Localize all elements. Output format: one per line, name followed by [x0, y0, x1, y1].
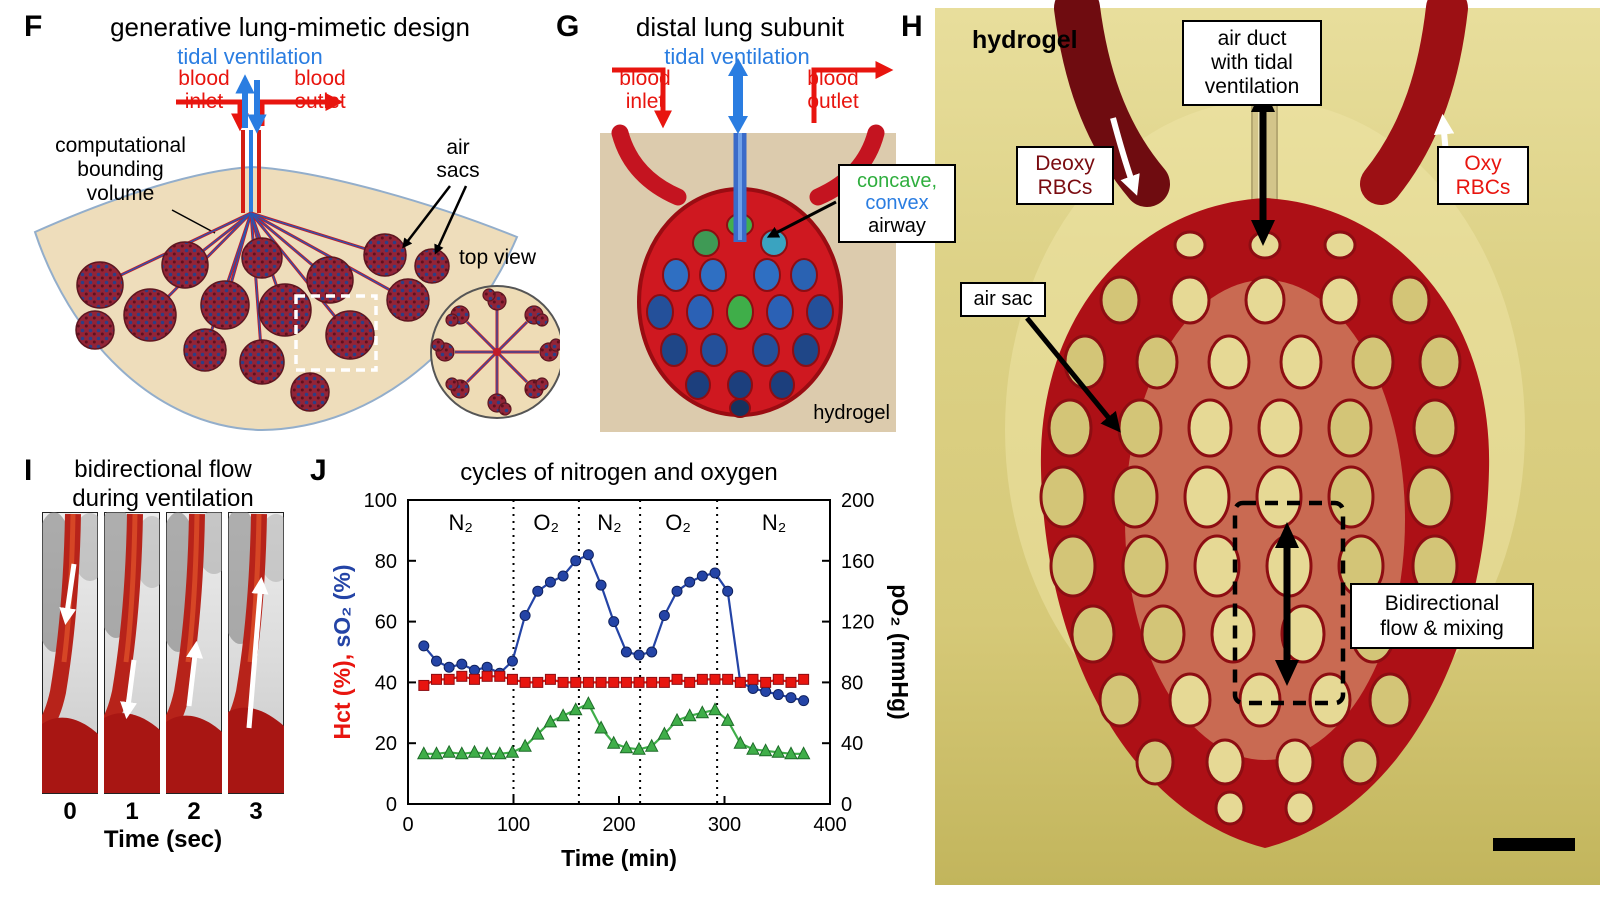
- top-view-inset: [430, 285, 560, 419]
- hydrogel-label-g: hydrogel: [813, 402, 890, 424]
- scale-bar: [1493, 838, 1575, 851]
- svg-text:200: 200: [841, 490, 874, 512]
- time-tick-3: 3: [249, 798, 263, 825]
- hydrogel-photo: [935, 0, 1600, 885]
- lung-design-illustration: [33, 74, 560, 432]
- bounding-volume-pointer-line: [171, 209, 216, 234]
- panel-f-title: generative lung-mimetic design: [110, 12, 470, 42]
- svg-text:40: 40: [375, 672, 397, 694]
- deoxy-flow-arrow: [1110, 117, 1140, 196]
- air-sacs-arrow-1: [402, 185, 451, 249]
- oxy-rbcs-callout: Oxy RBCs: [1437, 146, 1529, 206]
- time-tick-2: 2: [187, 798, 201, 825]
- svg-text:120: 120: [841, 612, 874, 634]
- deoxy-vessel: [1054, 0, 1170, 207]
- time-tick-0: 0: [63, 798, 77, 825]
- panel-i-label: I: [24, 454, 33, 487]
- hydrogel-label-h: hydrogel: [972, 26, 1078, 54]
- tidal-ventilation-label-g: tidal ventilation: [664, 44, 810, 69]
- blood-outlet-arrow-g: [811, 61, 894, 123]
- svg-text:O₂: O₂: [533, 510, 559, 535]
- inlet-vessel: [611, 124, 687, 206]
- svg-text:400: 400: [813, 814, 846, 836]
- svg-text:Hct (%), sO₂ (%): Hct (%), sO₂ (%): [330, 564, 355, 739]
- bulb-lattice-holes: [1039, 230, 1462, 826]
- svg-text:N₂: N₂: [449, 510, 473, 535]
- svg-text:0: 0: [402, 814, 413, 836]
- svg-text:O₂: O₂: [665, 510, 691, 535]
- bidirectional-callout: Bidirectional flow & mixing: [1350, 583, 1534, 650]
- svg-text:40: 40: [841, 733, 863, 755]
- airway-lattice-holes: [646, 213, 834, 418]
- flow-frame-1: [104, 512, 160, 794]
- svg-text:60: 60: [375, 612, 397, 634]
- svg-text:pO₂ (mmHg): pO₂ (mmHg): [887, 584, 910, 719]
- flow-frame-3: [228, 512, 284, 794]
- blood-inlet-label-f: blood inlet: [178, 67, 230, 113]
- airway-callout-airway: airway: [868, 214, 926, 237]
- air-sacs-arrow-2: [434, 185, 468, 255]
- distal-subunit-render: [600, 58, 896, 432]
- svg-text:300: 300: [708, 814, 741, 836]
- blood-inlet-arrow-g: [612, 67, 672, 129]
- svg-text:100: 100: [364, 490, 397, 512]
- air-sac-callout: air sac: [960, 282, 1046, 317]
- highlight-dashed-box: [294, 294, 378, 372]
- time-sec-label: Time (sec): [103, 826, 223, 853]
- flow-frame-0: [42, 512, 98, 794]
- oxy-vessel: [1360, 0, 1468, 205]
- airway-callout-concave: concave,: [856, 170, 938, 192]
- panel-i-title: bidirectional flow during ventilation: [72, 456, 254, 512]
- blood-outlet-label-f: blood outlet: [294, 67, 346, 113]
- airway-callout: concave, convex airway: [838, 164, 956, 244]
- svg-text:0: 0: [386, 794, 397, 816]
- panel-j-label: J: [310, 454, 327, 487]
- airway-callout-convex: convex: [865, 192, 929, 215]
- air-sac-arrow: [1025, 316, 1121, 433]
- air-sacs-label: air sacs: [436, 136, 480, 183]
- airway-callout-arrow: [766, 200, 837, 238]
- tidal-ventilation-label-f: tidal ventilation: [177, 44, 323, 69]
- svg-text:80: 80: [841, 672, 863, 694]
- svg-text:80: 80: [375, 551, 397, 573]
- svg-text:160: 160: [841, 551, 874, 573]
- time-tick-1: 1: [125, 798, 139, 825]
- blood-inlet-label-g: blood inlet: [619, 67, 671, 113]
- trunk-vessels: [241, 130, 261, 213]
- svg-text:20: 20: [375, 733, 397, 755]
- svg-text:N₂: N₂: [762, 510, 786, 535]
- mixing-dashed-box: [1232, 500, 1346, 706]
- panel-g-label: G: [556, 10, 580, 43]
- flow-frame-2: [166, 512, 222, 794]
- blood-inlet-arrow-f: [176, 99, 249, 132]
- ventilation-frames: [42, 512, 284, 794]
- mixing-double-arrow: [1275, 522, 1299, 686]
- deoxy-rbcs-callout: Deoxy RBCs: [1016, 146, 1114, 206]
- svg-text:N₂: N₂: [597, 510, 621, 535]
- air-duct-callout: air duct with tidal ventilation: [1182, 20, 1322, 107]
- air-sac-clusters: [75, 233, 450, 412]
- svg-text:cycles of nitrogen and oxygen: cycles of nitrogen and oxygen: [460, 459, 778, 486]
- svg-text:0: 0: [841, 794, 852, 816]
- top-view-label: top view: [458, 246, 537, 269]
- panel-h-label: H: [901, 10, 923, 43]
- panel-g-title: distal lung subunit: [635, 12, 845, 42]
- svg-text:100: 100: [497, 814, 530, 836]
- svg-text:Time (min): Time (min): [561, 845, 677, 871]
- cycles-chart: cycles of nitrogen and oxygen N₂ O₂ N₂ O₂ N₂ 0…: [330, 459, 910, 871]
- svg-text:200: 200: [602, 814, 635, 836]
- bounding-volume-label: computational bounding volume: [55, 134, 186, 206]
- blood-outlet-label-g: blood outlet: [807, 67, 859, 113]
- panel-f-label: F: [24, 10, 43, 43]
